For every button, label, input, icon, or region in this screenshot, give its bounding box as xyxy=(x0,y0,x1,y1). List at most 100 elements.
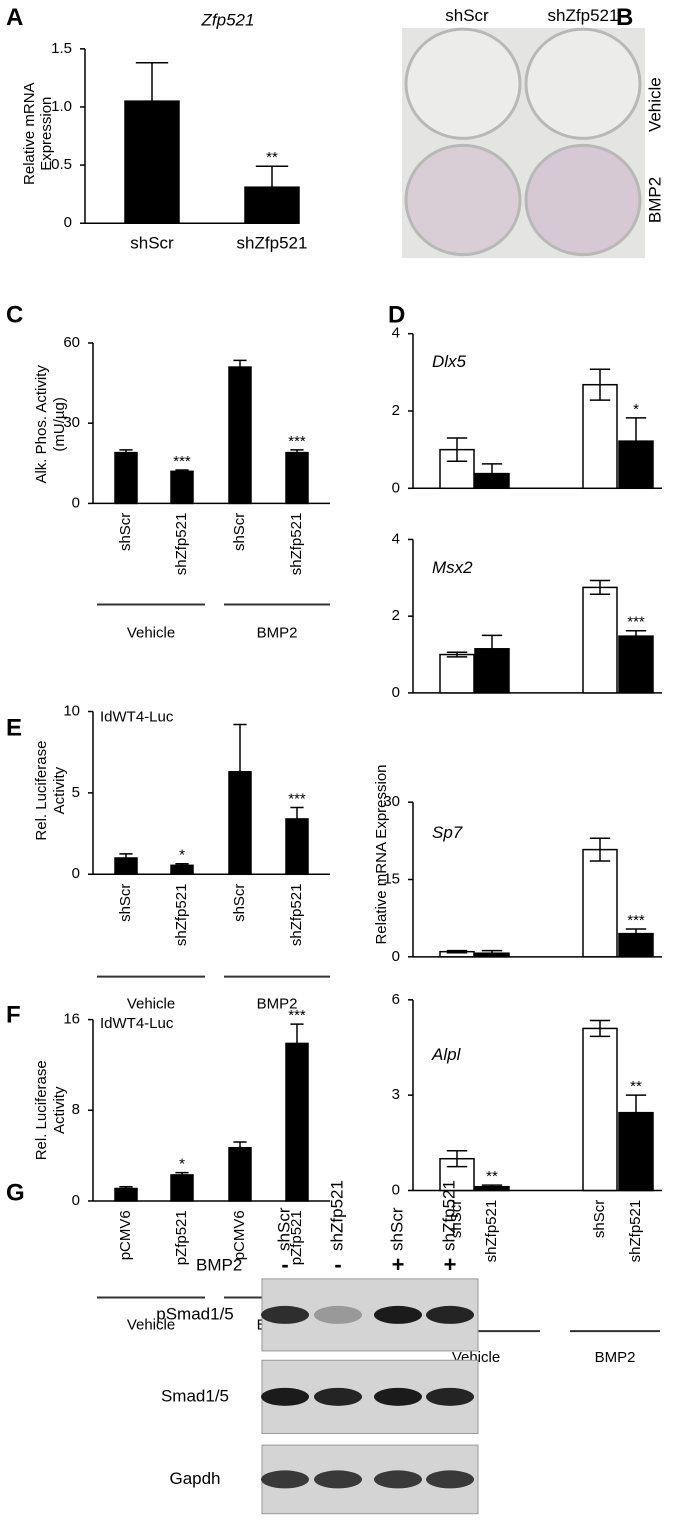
panel-letter: G xyxy=(6,1179,25,1206)
x-tick-label: shZfp521 xyxy=(173,884,190,947)
error-bar xyxy=(481,463,503,485)
x-tick-label: shScr xyxy=(117,884,134,922)
panel-letter: A xyxy=(6,4,23,31)
y-axis-label: Activity xyxy=(51,766,68,814)
bar xyxy=(228,366,252,505)
treatment-sign: - xyxy=(281,1252,288,1277)
bar xyxy=(439,653,475,694)
band xyxy=(314,1387,362,1406)
lane-label: shScr xyxy=(274,1207,293,1251)
bar xyxy=(170,1174,194,1202)
well xyxy=(404,143,522,257)
error-bar xyxy=(233,723,247,820)
band xyxy=(261,1387,309,1406)
group-label: Vehicle xyxy=(127,1316,175,1333)
y-tick-label: 8 xyxy=(72,1101,80,1118)
significance: ** xyxy=(630,1078,642,1095)
y-tick-label: 0 xyxy=(72,494,80,511)
y-tick-label: 0 xyxy=(392,948,400,965)
band xyxy=(261,1305,309,1324)
y-tick-label: 0 xyxy=(72,1192,80,1209)
x-tick-label: shScr xyxy=(448,1200,465,1238)
error-bar xyxy=(290,1023,304,1064)
x-tick-label: pZfp521 xyxy=(288,1210,305,1265)
x-tick-label: shScr xyxy=(231,513,248,551)
band xyxy=(374,1305,422,1324)
significance: ** xyxy=(266,149,278,166)
row-label: Gapdh xyxy=(169,1469,220,1488)
y-tick-label: 15 xyxy=(383,870,400,887)
band xyxy=(261,1470,309,1489)
y-axis-label: Activity xyxy=(51,1086,68,1134)
error-bar xyxy=(119,449,133,457)
error-bar xyxy=(175,862,189,868)
x-tick-label: shZfp521 xyxy=(483,1200,500,1263)
y-tick-label: 60 xyxy=(63,334,80,351)
bar xyxy=(170,470,194,505)
y-tick-label: 2 xyxy=(392,402,400,419)
y-tick-label: 10 xyxy=(63,702,80,719)
error-bar xyxy=(446,949,468,954)
y-tick-label: 3 xyxy=(392,1086,400,1103)
band xyxy=(314,1470,362,1489)
row-label: pSmad1/5 xyxy=(156,1304,234,1323)
significance: * xyxy=(179,1156,185,1173)
band xyxy=(374,1470,422,1489)
lane-label: shZfp521 xyxy=(439,1180,458,1251)
treatment-label: BMP2 xyxy=(196,1256,242,1275)
bar xyxy=(114,451,138,505)
column-label: shScr xyxy=(445,6,489,25)
bar xyxy=(582,586,618,694)
chart-title: Dlx5 xyxy=(432,352,467,371)
x-tick-label: shZfp521 xyxy=(237,234,308,253)
y-tick-label: 1.0 xyxy=(51,98,72,115)
panel-letter: F xyxy=(6,1001,21,1028)
y-tick-label: 6 xyxy=(392,991,400,1008)
error-bar xyxy=(119,853,133,863)
group-label: Vehicle xyxy=(127,995,175,1012)
x-tick-label: shZfp521 xyxy=(173,513,190,576)
error-bar xyxy=(625,630,647,643)
bar xyxy=(618,635,654,694)
y-tick-label: 0 xyxy=(392,479,400,496)
error-bar xyxy=(175,469,189,474)
y-tick-label: 1.5 xyxy=(51,40,72,57)
row-label: BMP2 xyxy=(645,177,664,223)
row-label: Smad1/5 xyxy=(161,1386,229,1405)
group-label: BMP2 xyxy=(257,625,298,642)
significance: * xyxy=(633,401,639,418)
group-label: Vehicle xyxy=(127,625,175,642)
x-tick-label: pCMV6 xyxy=(117,1210,134,1260)
annotation: IdWT4-Luc xyxy=(100,1015,174,1032)
bar xyxy=(582,1027,618,1192)
significance: *** xyxy=(627,614,645,631)
column-label: shZfp521 xyxy=(548,6,619,25)
error-bar xyxy=(119,1186,133,1191)
y-tick-label: 5 xyxy=(72,784,80,801)
error-bar xyxy=(625,417,647,466)
y-axis-label: Rel. Luciferase xyxy=(33,1060,50,1160)
annotation: IdWT4-Luc xyxy=(100,708,174,725)
chart-title: Sp7 xyxy=(432,823,463,842)
error-bar xyxy=(589,837,611,862)
row-label: Vehicle xyxy=(645,77,664,132)
chart-title: Zfp521 xyxy=(201,10,255,29)
band xyxy=(314,1305,362,1324)
x-tick-label: shScr xyxy=(117,513,134,551)
x-tick-label: shScr xyxy=(591,1200,608,1238)
treatment-sign: - xyxy=(334,1252,341,1277)
x-tick-label: shZfp521 xyxy=(288,884,305,947)
treatment-sign: + xyxy=(444,1252,457,1277)
y-axis-label: Relative mRNA xyxy=(21,82,38,185)
band xyxy=(426,1387,474,1406)
y-tick-label: 4 xyxy=(392,325,400,342)
bar xyxy=(285,1042,309,1202)
band xyxy=(426,1470,474,1489)
error-bar xyxy=(255,165,289,209)
y-tick-label: 30 xyxy=(383,793,400,810)
error-bar xyxy=(135,62,169,141)
y-tick-label: 0.5 xyxy=(51,156,72,173)
error-bar xyxy=(481,634,503,663)
panel-letter: C xyxy=(6,302,23,329)
